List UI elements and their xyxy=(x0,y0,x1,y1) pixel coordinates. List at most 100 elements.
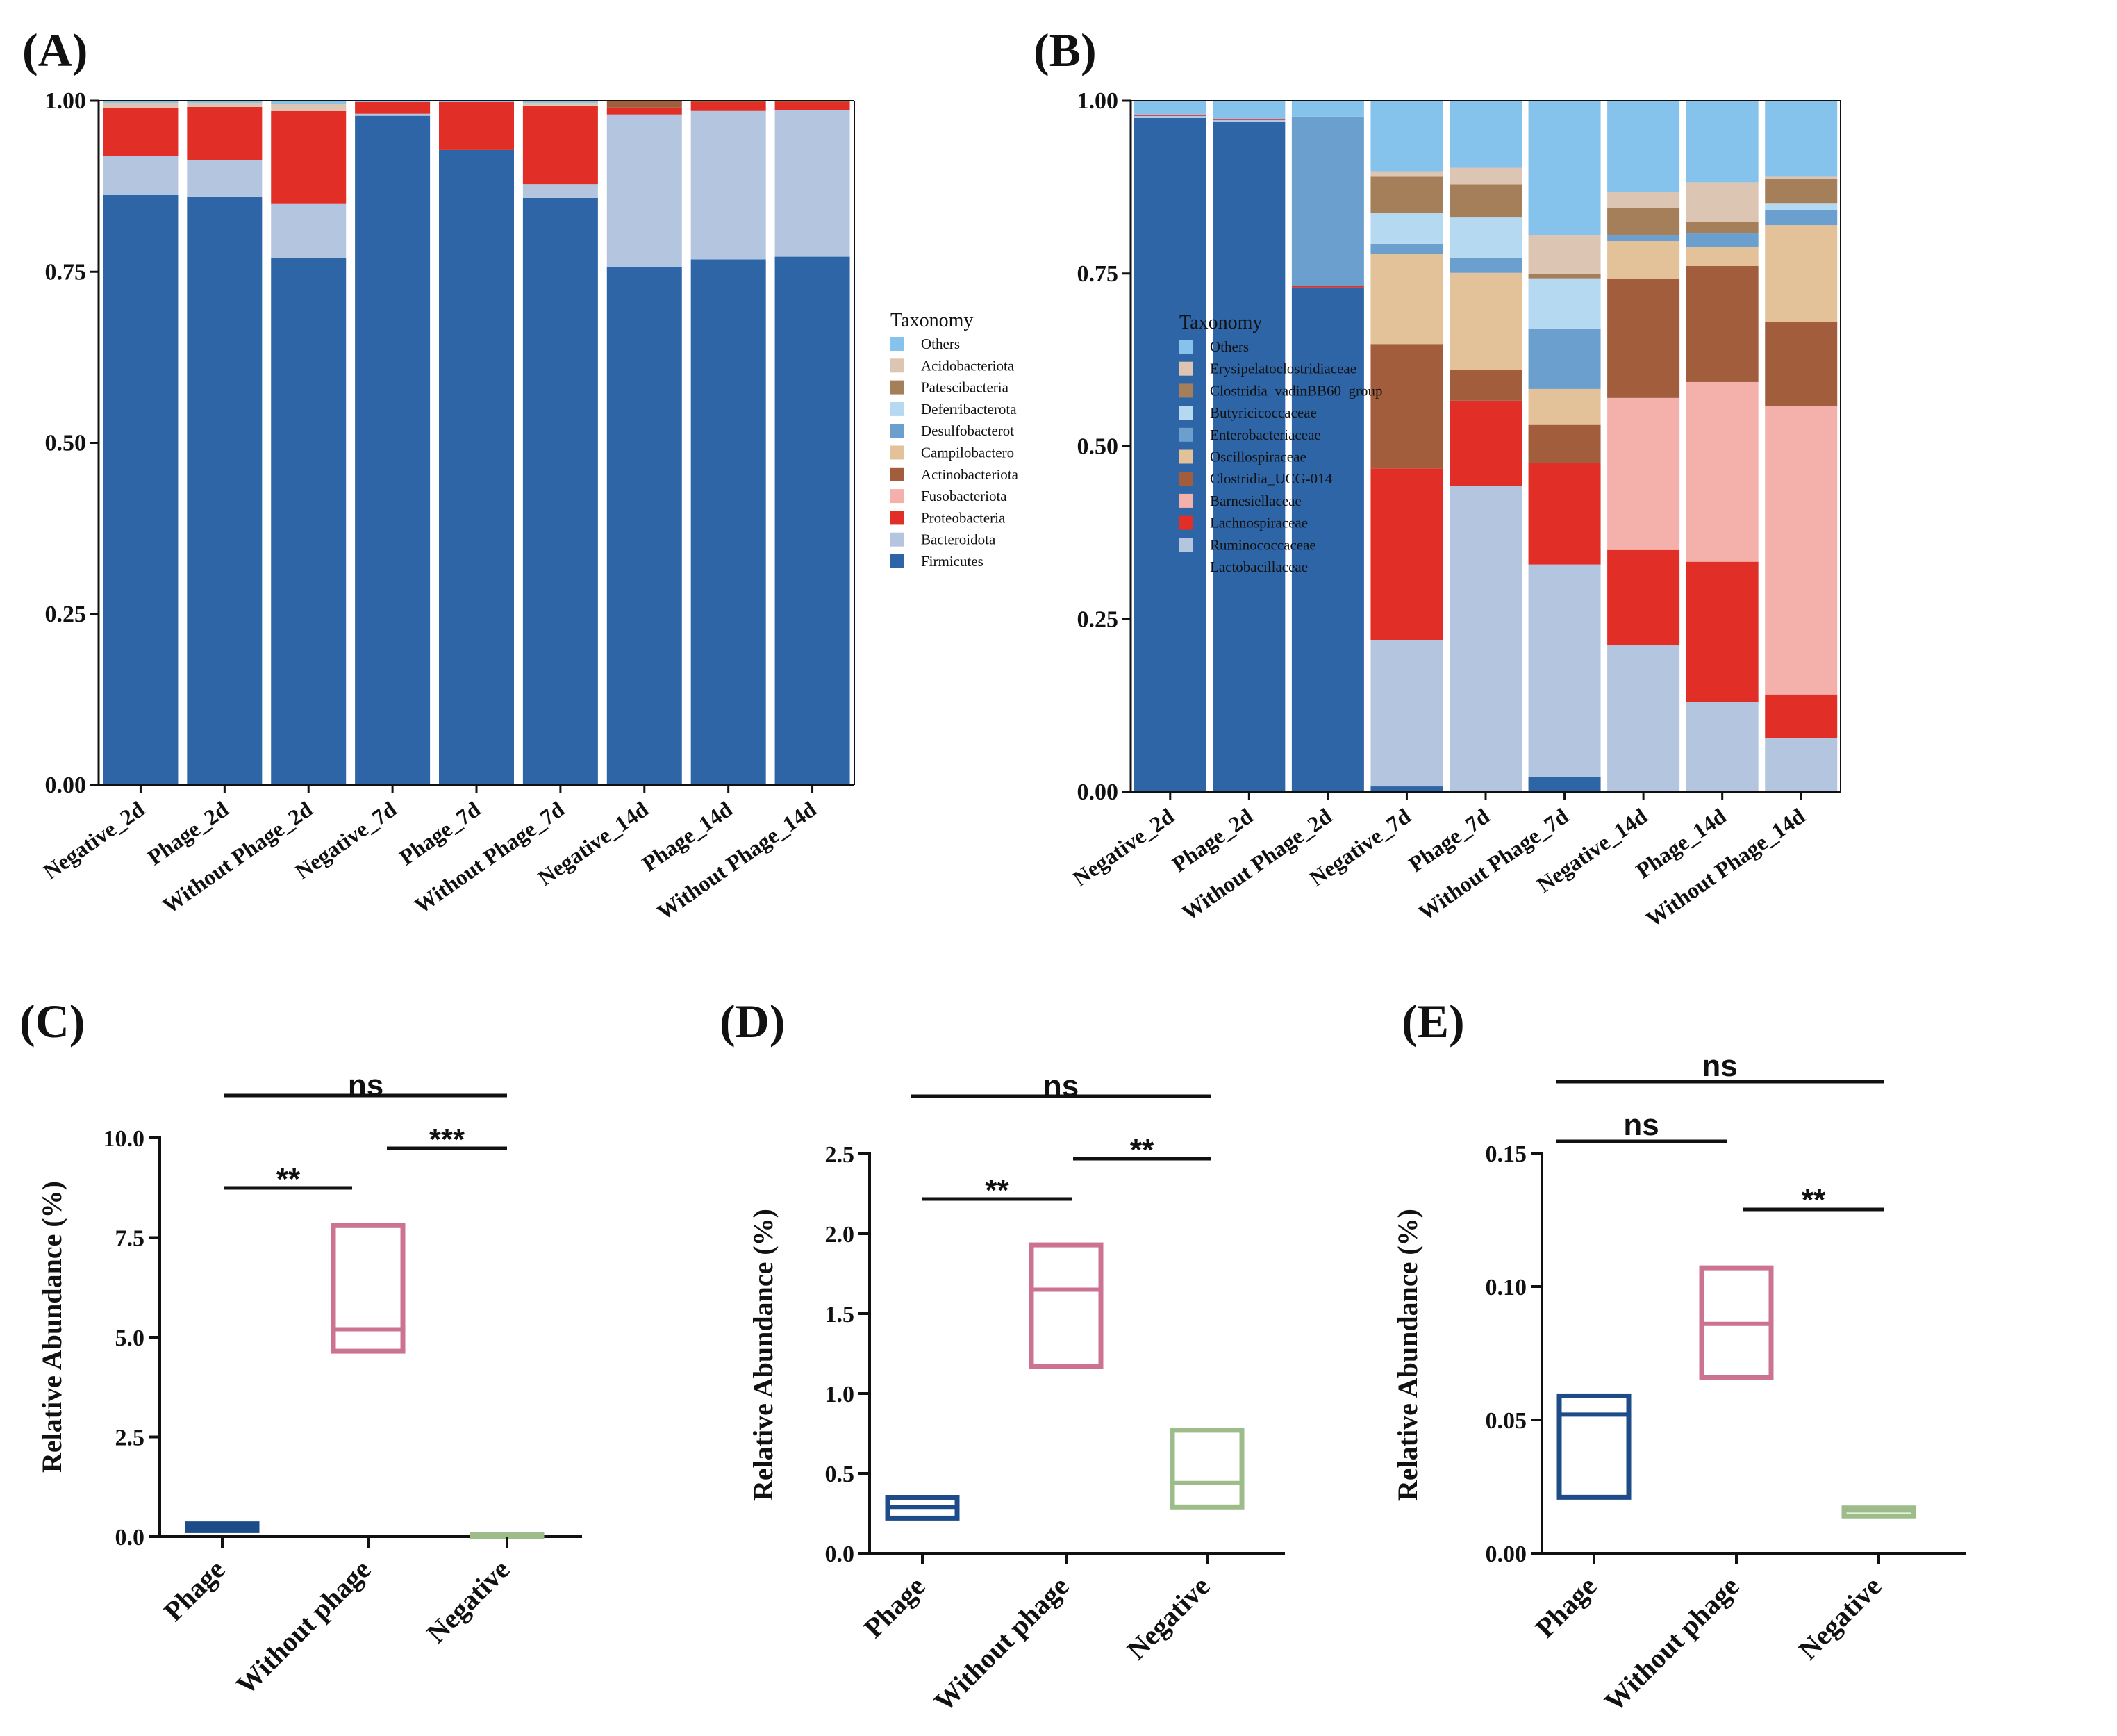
x-tick-label-D-phage: Phage xyxy=(858,1571,931,1644)
panel-E: (E) 0.00 0.05 0.10 0.15 Relative Abundance (%… xyxy=(1392,995,1966,1717)
panel-label-D: (D) xyxy=(720,995,785,1048)
legend-swatch-actinobacteriota xyxy=(890,467,904,481)
bar-segment-negative-7d-butyricicoccaceae xyxy=(1370,213,1443,244)
panel-label-C: (C) xyxy=(19,995,85,1048)
legend-title-A: Taxonomy xyxy=(890,310,973,331)
bar-segment-negative-2d-proteobacteria xyxy=(103,108,179,156)
y-axis-title-D: Relative Abundance (%) xyxy=(747,1209,779,1501)
bar-segment-phage-14d-clostridia-ucg-014 xyxy=(1686,265,1759,382)
bar-segment-phage-7d-ruminococcaceae xyxy=(1450,486,1522,792)
box-D-without-phage xyxy=(1029,1242,1104,1369)
significance-label-C-0: ns xyxy=(348,1068,383,1102)
legend-swatch-others xyxy=(1179,340,1193,354)
legend-swatch-lachnospiraceae xyxy=(1179,515,1193,530)
legend-A: Taxonomy Others Acidobacteriota Patescibact… xyxy=(890,310,1019,570)
bar-segment-negative-7d-ruminococcaceae xyxy=(1370,640,1443,787)
legend-item-enterobacteriaceae: Enterobacteriaceae xyxy=(1210,427,1321,443)
legend-item-patescibacteria: Patescibacteria xyxy=(921,379,1009,396)
bar-segment-without-phage-14d-barnesiellaceae xyxy=(1765,406,1838,695)
legend-B: Taxonomy Others Erysipelatoclostridiaceae C… xyxy=(1179,312,1383,575)
y-tick-label-E-3: 0.15 xyxy=(1486,1141,1527,1167)
bar-segment-without-phage-7d-others xyxy=(1528,101,1601,236)
y-tick-label-C-2: 5.0 xyxy=(115,1325,145,1351)
y-axis-title-C: Relative Abundance (%) xyxy=(36,1181,67,1473)
legend-item-barnesiellaceae: Barnesiellaceae xyxy=(1210,493,1302,509)
bar-segment-phage-7d-clostridia-ucg-014 xyxy=(1450,370,1522,401)
bar-segment-negative-14d-lachnospiraceae xyxy=(1607,549,1680,646)
bar-segment-phage-14d-lachnospiraceae xyxy=(1686,561,1759,702)
legend-item-firmicutes: Firmicutes xyxy=(921,553,983,570)
significance-label-C-1: ** xyxy=(276,1162,301,1196)
bar-segment-without-phage-2d-acidobacteriota xyxy=(271,104,347,111)
bar-segment-negative-14d-firmicutes xyxy=(606,267,682,786)
bar-segment-negative-14d-ruminococcaceae xyxy=(1607,645,1680,792)
legend-swatch-deferribacterota xyxy=(890,402,904,416)
bar-segment-without-phage-7d-lachnospiraceae xyxy=(1528,463,1601,565)
bar-segment-without-phage-2d-bacteroidota xyxy=(271,203,347,258)
bar-segment-negative-7d-lactobacillaceae xyxy=(1370,786,1443,792)
x-tick-label-E-without-phage: Without phage xyxy=(1598,1571,1745,1717)
bar-segment-phage-7d-enterobacteriaceae xyxy=(1450,257,1522,273)
x-tick-label-E-negative: Negative xyxy=(1792,1571,1887,1666)
bar-segment-phage-7d-firmicutes xyxy=(439,149,514,786)
legend-item-ruminococcaceae: Ruminococcaceae xyxy=(1210,536,1316,553)
significance-label-D-0: ns xyxy=(1043,1069,1079,1103)
x-tick-label-C-negative: Negative xyxy=(420,1554,515,1649)
bar-segment-phage-7d-others xyxy=(1450,101,1522,168)
x-tick-label-B-2: Without Phage_2d xyxy=(1177,803,1336,925)
bar-segment-phage-7d-clostridia-vadinbb60-group xyxy=(1450,184,1522,218)
legend-swatch-others xyxy=(890,337,904,351)
bar-segment-negative-2d-firmicutes xyxy=(103,195,179,785)
panel-label-E: (E) xyxy=(1402,995,1465,1048)
bar-segment-negative-2d-lactobacillaceae xyxy=(1134,117,1206,792)
significance-label-E-2: ** xyxy=(1802,1183,1826,1217)
legend-swatch-barnesiellaceae xyxy=(1179,493,1193,508)
y-tick-label-E-2: 0.10 xyxy=(1486,1275,1527,1300)
y-tick-label-C-0: 0.0 xyxy=(115,1525,145,1551)
y-tick-label-B-0: 0.00 xyxy=(1077,779,1119,805)
bar-segment-without-phage-7d-firmicutes xyxy=(522,197,598,785)
bar-segment-negative-7d-clostridia-vadinbb60-group xyxy=(1370,176,1443,213)
bar-segment-without-phage-14d-lachnospiraceae xyxy=(1765,694,1838,738)
bar-segment-phage-14d-barnesiellaceae xyxy=(1686,381,1759,562)
y-tick-label-D-4: 2.0 xyxy=(825,1222,855,1248)
legend-swatch-acidobacteriota xyxy=(890,358,904,373)
x-tick-label-B-5: Without Phage_7d xyxy=(1413,803,1572,925)
y-tick-label-E-0: 0.00 xyxy=(1486,1541,1527,1567)
y-tick-label-A-0: 0.00 xyxy=(45,772,87,798)
bar-segment-phage-7d-oscillospiraceae xyxy=(1450,272,1522,370)
bar-segment-negative-2d-ruminococcaceae xyxy=(1134,115,1206,118)
bar-segment-phage-2d-firmicutes xyxy=(187,196,263,785)
legend-item-desulfobacterot: Desulfobacterot xyxy=(921,422,1014,439)
legend-item-bacteroidota: Bacteroidota xyxy=(921,531,996,548)
bar-segment-without-phage-7d-enterobacteriaceae xyxy=(1528,329,1601,389)
x-tick-label-D-negative: Negative xyxy=(1120,1571,1215,1666)
legend-swatch-clostridia-ucg-014 xyxy=(1179,472,1193,486)
bar-segment-without-phage-2d-firmicutes xyxy=(271,258,347,785)
bar-segment-phage-14d-clostridia-vadinbb60-group xyxy=(1686,222,1759,234)
bar-segment-without-phage-7d-ruminococcaceae xyxy=(1528,564,1601,777)
legend-item-erysipelatoclostridiaceae: Erysipelatoclostridiaceae xyxy=(1210,361,1356,377)
y-tick-label-D-0: 0.0 xyxy=(825,1541,855,1567)
bar-segment-without-phage-2d-others xyxy=(1291,101,1364,117)
y-tick-label-C-1: 2.5 xyxy=(115,1425,145,1451)
bar-segment-negative-14d-enterobacteriaceae xyxy=(1607,235,1680,241)
legend-item-acidobacteriota: Acidobacteriota xyxy=(921,357,1015,374)
y-tick-label-E-1: 0.05 xyxy=(1486,1408,1527,1434)
bar-segment-negative-7d-clostridia-ucg-014 xyxy=(1370,344,1443,469)
bar-segment-phage-14d-firmicutes xyxy=(690,259,766,785)
legend-swatch-firmicutes xyxy=(890,554,904,568)
bar-segment-without-phage-14d-clostridia-vadinbb60-group xyxy=(1765,179,1838,204)
y-tick-label-A-4: 1.00 xyxy=(45,88,87,114)
significance-label-E-1: ns xyxy=(1623,1108,1659,1142)
legend-item-lactobacillaceae: Lactobacillaceae xyxy=(1210,559,1308,575)
bar-segment-negative-7d-oscillospiraceae xyxy=(1370,254,1443,345)
legend-swatch-desulfobacterot xyxy=(890,424,904,438)
legend-item-oscillospiraceae: Oscillospiraceae xyxy=(1210,449,1306,465)
bar-segment-phage-2d-lactobacillaceae xyxy=(1213,121,1286,793)
bar-segment-without-phage-2d-enterobacteriaceae xyxy=(1291,116,1364,286)
legend-swatch-bacteroidota xyxy=(890,532,904,547)
y-tick-label-B-2: 0.50 xyxy=(1077,434,1119,460)
bar-segment-phage-2d-others xyxy=(1213,101,1286,119)
